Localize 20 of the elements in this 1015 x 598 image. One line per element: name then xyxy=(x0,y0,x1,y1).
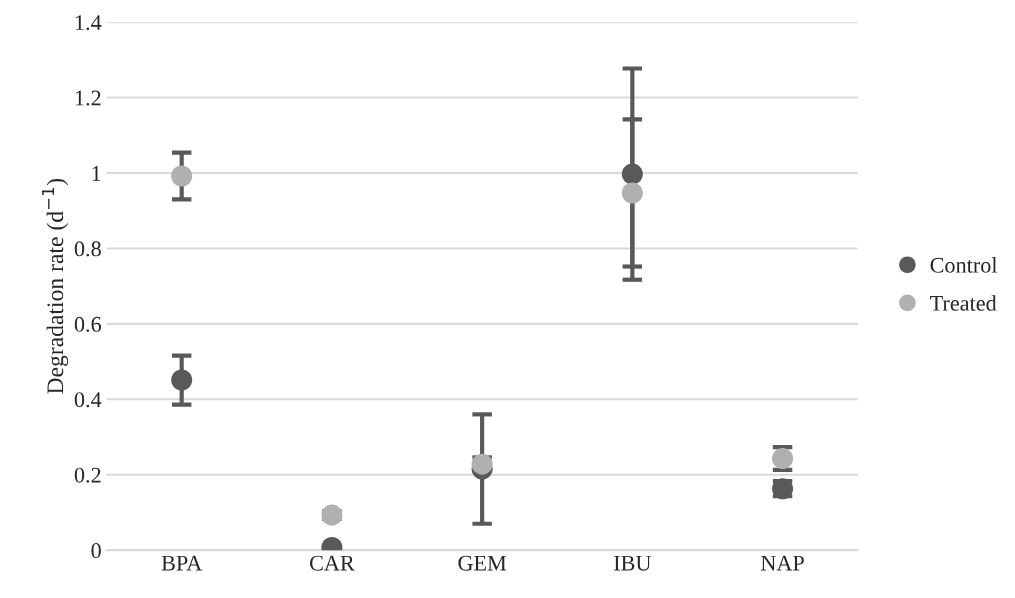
y-axis-title: Degradation rate (d$^{−1}$) xyxy=(41,178,69,394)
legend-label: Control xyxy=(930,257,998,273)
x-tick-label: IBU xyxy=(614,555,652,571)
y-tick-label: 1 xyxy=(92,166,101,181)
y-tick-label: 1.2 xyxy=(75,90,101,106)
x-tick-label: CAR xyxy=(309,555,355,571)
x-tick-label: GEM xyxy=(458,555,507,571)
y-tick-label: 0.2 xyxy=(74,467,101,483)
y-tick-label: 0.4 xyxy=(74,392,102,408)
x-tick-label: BPA xyxy=(161,555,203,571)
point xyxy=(171,369,193,391)
x-tick-label: NAP xyxy=(760,555,804,571)
y-tick-label: 0.6 xyxy=(74,316,102,332)
y-tick-label: 1.4 xyxy=(75,15,102,31)
legend-label: Treated xyxy=(930,295,997,311)
y-tick-label: 0 xyxy=(91,543,101,559)
point xyxy=(321,504,343,526)
point xyxy=(621,182,643,204)
y-tick-label: 0.8 xyxy=(74,241,101,257)
point xyxy=(171,165,193,187)
